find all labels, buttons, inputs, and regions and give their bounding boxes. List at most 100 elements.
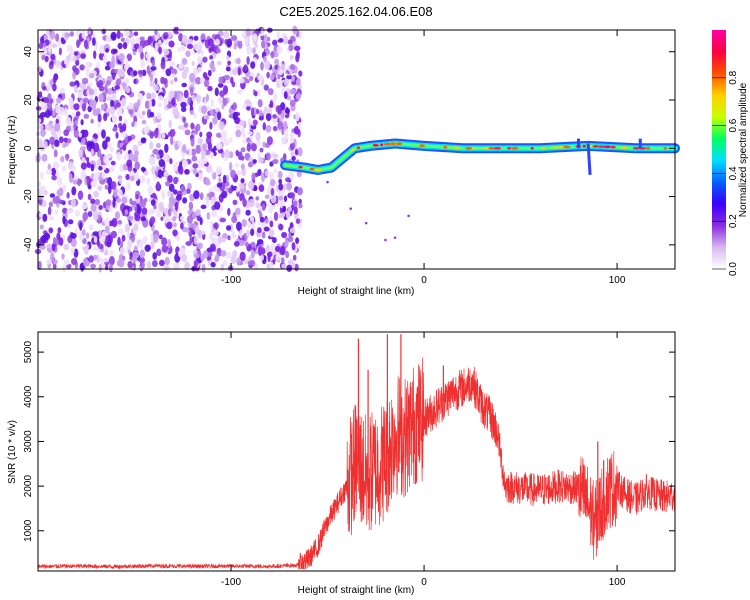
noise-blob — [77, 178, 81, 187]
noise-blob — [238, 182, 245, 190]
noise-blob — [289, 55, 294, 61]
noise-blob — [276, 30, 280, 40]
noise-blob — [224, 149, 230, 159]
noise-blob — [112, 73, 116, 81]
noise-blob — [115, 132, 119, 139]
noise-blob — [180, 101, 187, 109]
noise-blob — [52, 237, 57, 245]
noise-blob — [284, 239, 289, 248]
noise-blob — [158, 159, 165, 167]
noise-blob — [167, 239, 171, 249]
noise-blob — [40, 36, 45, 45]
noise-blob — [49, 60, 54, 66]
noise-blob — [236, 221, 242, 231]
noise-blob — [52, 75, 57, 84]
noise-blob — [117, 228, 125, 235]
noise-blob — [202, 143, 207, 152]
noise-blob — [213, 222, 219, 230]
ridge-core — [510, 147, 519, 150]
noise-blob — [113, 48, 118, 54]
noise-blob — [214, 256, 219, 263]
noise-blob — [163, 78, 168, 85]
noise-blob — [111, 92, 117, 101]
noise-blob — [136, 205, 142, 214]
noise-blob — [289, 88, 296, 95]
noise-blob — [63, 129, 70, 137]
noise-blob — [211, 66, 216, 73]
ridge-core — [309, 167, 315, 171]
noise-blob — [259, 147, 264, 153]
noise-blob — [70, 124, 75, 133]
noise-blob — [102, 164, 107, 170]
noise-blob — [54, 195, 61, 204]
y-tick-label: 2000 — [23, 475, 34, 498]
noise-blob — [244, 37, 249, 46]
noise-blob — [105, 80, 111, 86]
noise-blob — [163, 170, 169, 177]
noise-blob — [282, 183, 289, 191]
x-tick-label: 0 — [421, 577, 427, 588]
noise-blob — [297, 121, 302, 130]
noise-blob — [182, 34, 188, 45]
noise-blob — [184, 261, 190, 271]
noise-blob — [164, 256, 170, 266]
noise-blob — [152, 252, 157, 260]
noise-blob — [52, 110, 56, 117]
noise-blob — [93, 50, 97, 59]
noise-blob — [239, 120, 245, 126]
noise-blob — [260, 61, 264, 71]
noise-blob — [140, 238, 147, 245]
noise-blob — [289, 142, 295, 151]
noise-blob — [114, 85, 120, 90]
noise-blob — [163, 35, 168, 40]
noise-blob — [179, 216, 185, 221]
noise-blob — [52, 259, 58, 265]
noise-blob — [181, 70, 187, 80]
noise-blob — [89, 141, 95, 152]
noise-blob — [150, 92, 156, 102]
noise-blob — [134, 150, 139, 157]
noise-blob — [167, 190, 172, 197]
noise-blob — [81, 102, 87, 112]
snr-series-line — [37, 357, 676, 570]
ridge-core — [507, 147, 511, 150]
noise-blob — [150, 240, 155, 250]
noise-blob — [209, 169, 214, 175]
noise-blob — [107, 88, 113, 95]
noise-blob — [230, 35, 238, 41]
noise-blob — [263, 226, 270, 232]
noise-blob — [112, 127, 118, 132]
noise-blob — [187, 38, 194, 45]
noise-blob — [101, 129, 106, 139]
noise-blob — [40, 128, 46, 137]
noise-blob — [202, 56, 208, 63]
noise-blob — [109, 256, 115, 266]
noise-blob — [230, 255, 237, 264]
noise-blob — [78, 132, 83, 138]
ridge-core — [632, 147, 641, 150]
noise-blob — [252, 33, 258, 39]
snr-frame — [37, 331, 676, 572]
noise-blob — [263, 55, 267, 63]
noise-blob — [92, 254, 98, 261]
noise-blob — [109, 106, 116, 115]
noise-blob — [80, 162, 87, 170]
noise-blob — [164, 143, 169, 153]
ridge-core — [592, 145, 600, 148]
noise-blob — [48, 44, 52, 53]
noise-blob — [254, 90, 258, 97]
noise-blob — [266, 71, 270, 79]
noise-blob — [260, 28, 265, 37]
noise-blob — [148, 209, 152, 216]
noise-blob — [206, 212, 211, 220]
noise-blob — [288, 206, 292, 212]
noise-blob — [63, 243, 70, 251]
noise-blob — [240, 147, 246, 153]
ridge-dot — [349, 207, 353, 210]
noise-blob — [293, 200, 298, 207]
noise-blob — [92, 109, 99, 116]
noise-blob — [126, 135, 132, 142]
noise-blob — [151, 99, 156, 107]
noise-blob — [218, 177, 222, 185]
noise-blob — [102, 257, 110, 263]
